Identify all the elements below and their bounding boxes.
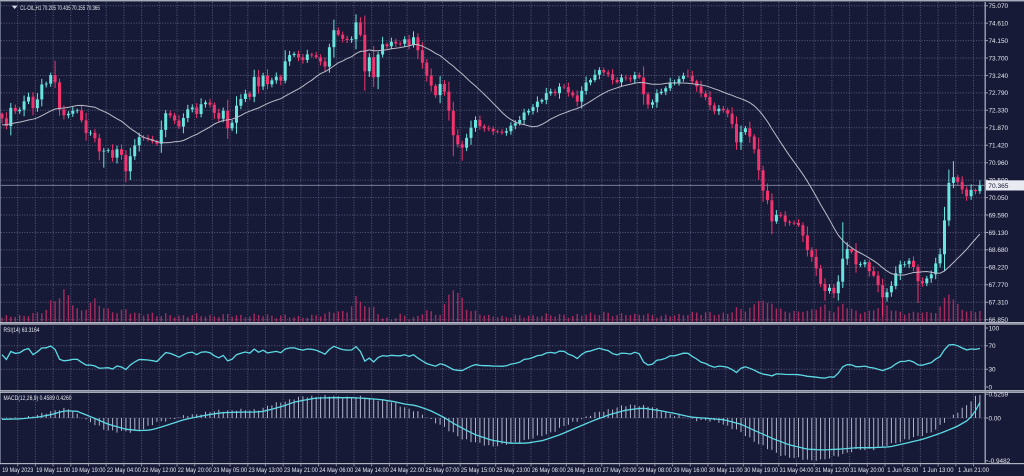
svg-text:RSI(14) 63.3164: RSI(14) 63.3164 xyxy=(4,328,41,334)
svg-text:68.680: 68.680 xyxy=(989,247,1009,254)
svg-text:31 May 12:00: 31 May 12:00 xyxy=(815,467,850,474)
svg-text:CL-OIL,H1 70.205 70.435 70.155: CL-OIL,H1 70.205 70.435 70.155 70.365 xyxy=(20,6,100,12)
svg-text:31 May 04:00: 31 May 04:00 xyxy=(780,467,815,474)
svg-text:23 May 21:00: 23 May 21:00 xyxy=(284,467,319,474)
svg-text:25 May 23:00: 25 May 23:00 xyxy=(496,467,531,474)
svg-text:30: 30 xyxy=(989,367,997,374)
svg-text:70.365: 70.365 xyxy=(988,183,1009,190)
svg-text:100: 100 xyxy=(989,325,1000,332)
svg-text:19 May 11:00: 19 May 11:00 xyxy=(36,467,71,474)
svg-text:75.070: 75.070 xyxy=(989,3,1009,10)
svg-text:70.050: 70.050 xyxy=(989,195,1009,202)
svg-text:26 May 08:00: 26 May 08:00 xyxy=(532,467,567,474)
svg-text:70: 70 xyxy=(989,343,997,350)
svg-text:74.610: 74.610 xyxy=(989,20,1009,27)
svg-text:0.5259: 0.5259 xyxy=(989,392,1009,399)
svg-text:1 Jun 05:00: 1 Jun 05:00 xyxy=(887,467,919,474)
svg-text:72.790: 72.790 xyxy=(989,90,1009,97)
svg-text:0: 0 xyxy=(989,384,993,391)
svg-text:26 May 16:00: 26 May 16:00 xyxy=(567,467,602,474)
svg-text:71.420: 71.420 xyxy=(989,143,1009,150)
svg-text:67.310: 67.310 xyxy=(989,300,1009,307)
svg-text:30 May 19:00: 30 May 19:00 xyxy=(744,467,779,474)
svg-text:19 May 19:00: 19 May 19:00 xyxy=(72,467,107,474)
svg-text:0.00: 0.00 xyxy=(989,415,1002,422)
svg-text:66.850: 66.850 xyxy=(989,317,1009,324)
svg-text:19 May 2023: 19 May 2023 xyxy=(2,467,33,474)
svg-text:70.960: 70.960 xyxy=(989,160,1009,167)
svg-text:23 May 05:00: 23 May 05:00 xyxy=(213,467,248,474)
svg-text:31 May 20:00: 31 May 20:00 xyxy=(850,467,885,474)
svg-text:27 May 02:00: 27 May 02:00 xyxy=(603,467,638,474)
svg-text:24 May 22:00: 24 May 22:00 xyxy=(390,467,425,474)
svg-text:73.700: 73.700 xyxy=(989,55,1009,62)
svg-text:1 Jun 13:00: 1 Jun 13:00 xyxy=(923,467,955,474)
svg-text:24 May 14:00: 24 May 14:00 xyxy=(355,467,390,474)
svg-text:25 May 15:00: 25 May 15:00 xyxy=(461,467,496,474)
svg-text:69.130: 69.130 xyxy=(989,230,1009,237)
svg-text:29 May 16:00: 29 May 16:00 xyxy=(673,467,708,474)
svg-text:72.330: 72.330 xyxy=(989,108,1009,115)
svg-text:22 May 12:00: 22 May 12:00 xyxy=(142,467,177,474)
svg-text:73.240: 73.240 xyxy=(989,73,1009,80)
svg-text:25 May 07:00: 25 May 07:00 xyxy=(426,467,461,474)
svg-text:24 May 06:00: 24 May 06:00 xyxy=(319,467,354,474)
svg-text:68.220: 68.220 xyxy=(989,265,1009,272)
svg-text:30 May 11:00: 30 May 11:00 xyxy=(709,467,744,474)
svg-text:22 May 04:00: 22 May 04:00 xyxy=(107,467,142,474)
svg-text:71.870: 71.870 xyxy=(989,125,1009,132)
svg-text:1 Jun 21:00: 1 Jun 21:00 xyxy=(958,467,990,474)
svg-text:22 May 20:00: 22 May 20:00 xyxy=(178,467,213,474)
svg-text:MACD(12,26,9) 0.4589 0.4260: MACD(12,26,9) 0.4589 0.4260 xyxy=(4,396,73,402)
svg-text:74.150: 74.150 xyxy=(989,38,1009,45)
svg-text:-0.9482: -0.9482 xyxy=(989,458,1011,465)
svg-text:69.590: 69.590 xyxy=(989,212,1009,219)
svg-text:29 May 08:00: 29 May 08:00 xyxy=(638,467,673,474)
svg-text:67.770: 67.770 xyxy=(989,282,1009,289)
svg-text:23 May 13:00: 23 May 13:00 xyxy=(249,467,284,474)
